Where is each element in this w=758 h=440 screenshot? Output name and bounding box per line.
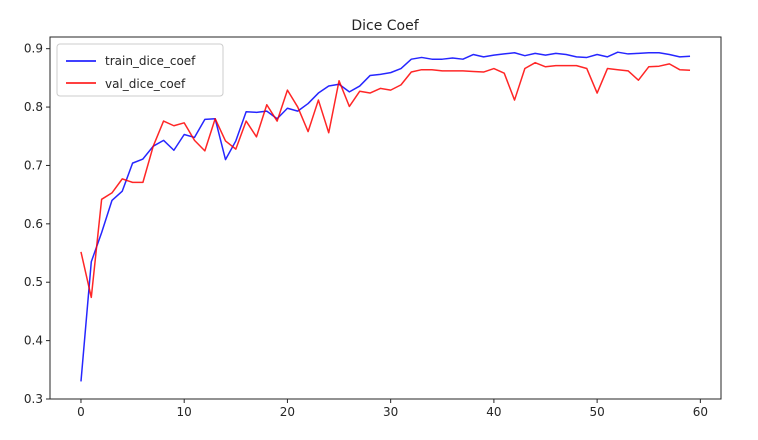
train-dice-coef-line: [80, 51, 691, 382]
legend-label-val: val_dice_coef: [105, 77, 186, 91]
legend-label-train: train_dice_coef: [105, 54, 196, 68]
val-dice-coef-line: [80, 61, 691, 299]
y-tick-label: 0.3: [24, 392, 43, 406]
x-tick-label: 50: [589, 405, 604, 419]
series-lines: [80, 51, 691, 382]
x-tick-label: 20: [280, 405, 295, 419]
x-tick-label: 30: [383, 405, 398, 419]
x-tick-label: 0: [77, 405, 85, 419]
y-tick-label: 0.8: [24, 100, 43, 114]
x-tick-label: 10: [177, 405, 192, 419]
y-tick-label: 0.7: [24, 158, 43, 172]
plot-area-frame: [49, 36, 722, 400]
x-tick-label: 40: [486, 405, 501, 419]
y-tick-label: 0.6: [24, 217, 43, 231]
y-tick-label: 0.5: [24, 275, 43, 289]
y-tick-label: 0.4: [24, 334, 43, 348]
axes: 0 10 20 30 40 50 60 0.3 0.4 0.5 0.6 0.7 0.8 0.9: [24, 42, 708, 419]
x-tick-label: 60: [693, 405, 708, 419]
y-tick-label: 0.9: [24, 42, 43, 56]
legend-box: [56, 43, 224, 97]
legend: train_dice_coef val_dice_coef: [56, 43, 224, 97]
chart-title: Dice Coef: [351, 18, 419, 34]
